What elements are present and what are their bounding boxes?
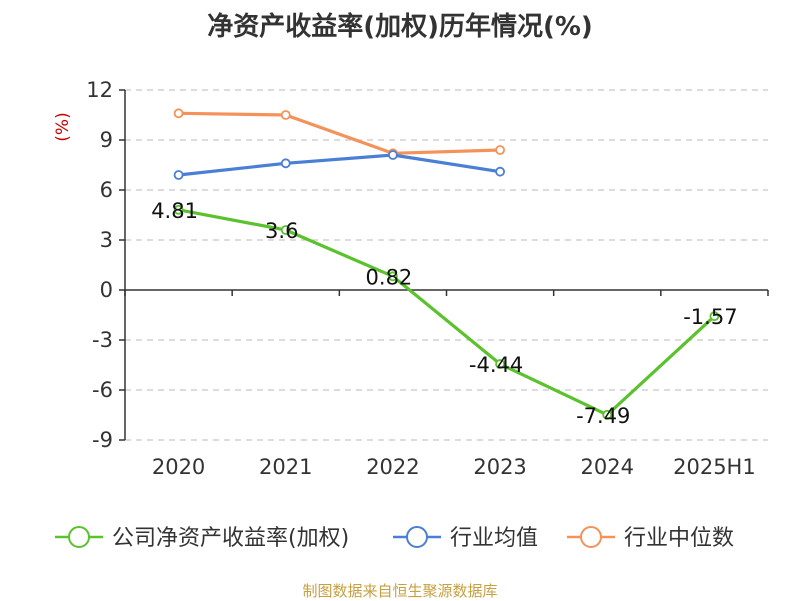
y-tick-label: 3	[100, 228, 113, 252]
x-tick-label: 2021	[259, 455, 312, 479]
axes	[119, 89, 769, 441]
data-label: -4.44	[469, 353, 523, 377]
legend-label: 公司净资产收益率(加权)	[112, 526, 349, 551]
data-point	[173, 108, 184, 119]
data-point	[280, 225, 291, 235]
data-label: -1.57	[683, 305, 737, 329]
data-point	[173, 170, 184, 180]
x-tick-label: 2023	[473, 455, 526, 479]
data-point	[173, 204, 184, 215]
data-labels: 4.81 3.6 0.82 -4.44 -7.49 -1.57	[151, 199, 737, 428]
grid-lines	[125, 89, 768, 441]
series-line	[178, 111, 501, 155]
source-note: 制图数据来自恒生聚源数据库	[302, 582, 498, 600]
legend-item: 行业中位数	[567, 526, 734, 551]
legend: 公司净资产收益率(加权) 行业均值 行业中位数	[55, 526, 734, 551]
y-tick-label: -9	[92, 428, 113, 452]
x-tick-labels: 2020 2021 2022 2023 2024 2025H1	[152, 455, 756, 479]
y-tick-label: 6	[100, 178, 113, 202]
x-tick-label: 2024	[581, 455, 634, 479]
data-label: -7.49	[576, 404, 630, 428]
x-tick-label: 2022	[366, 455, 419, 479]
legend-item: 公司净资产收益率(加权)	[55, 526, 349, 551]
y-tick-label: 12	[86, 78, 113, 102]
data-point	[495, 359, 505, 369]
y-tick-labels: 12 9 6 3 0 -3 -6 -9	[86, 78, 113, 452]
y-tick-label: -6	[92, 378, 113, 402]
y-tick-label: 9	[100, 128, 113, 152]
x-tick-label: 2025H1	[673, 455, 756, 479]
data-point	[709, 311, 720, 322]
y-tick-label: 0	[100, 278, 113, 302]
legend-item: 行业均值	[393, 526, 538, 551]
series-lines	[173, 108, 720, 420]
data-label: 3.6	[265, 219, 298, 243]
chart-title: 净资产收益率(加权)历年情况(%)	[207, 12, 593, 42]
x-tick-label: 2020	[152, 455, 205, 479]
legend-label: 行业均值	[450, 526, 538, 551]
data-point	[388, 150, 398, 160]
legend-swatch-marker	[580, 526, 602, 548]
data-point	[280, 158, 291, 169]
data-label: 4.81	[151, 199, 198, 223]
data-label: 0.82	[366, 265, 413, 289]
data-point	[388, 271, 398, 282]
legend-swatch-marker	[68, 526, 90, 548]
legend-swatch-marker	[406, 526, 428, 548]
data-point	[602, 409, 613, 420]
data-point	[495, 166, 505, 177]
series-line	[178, 153, 501, 177]
legend-label: 行业中位数	[624, 526, 734, 551]
series-line	[178, 208, 716, 417]
data-point	[280, 110, 291, 120]
y-axis-unit-label: (%)	[53, 112, 73, 141]
y-tick-label: -3	[92, 328, 113, 352]
data-point	[495, 145, 505, 155]
